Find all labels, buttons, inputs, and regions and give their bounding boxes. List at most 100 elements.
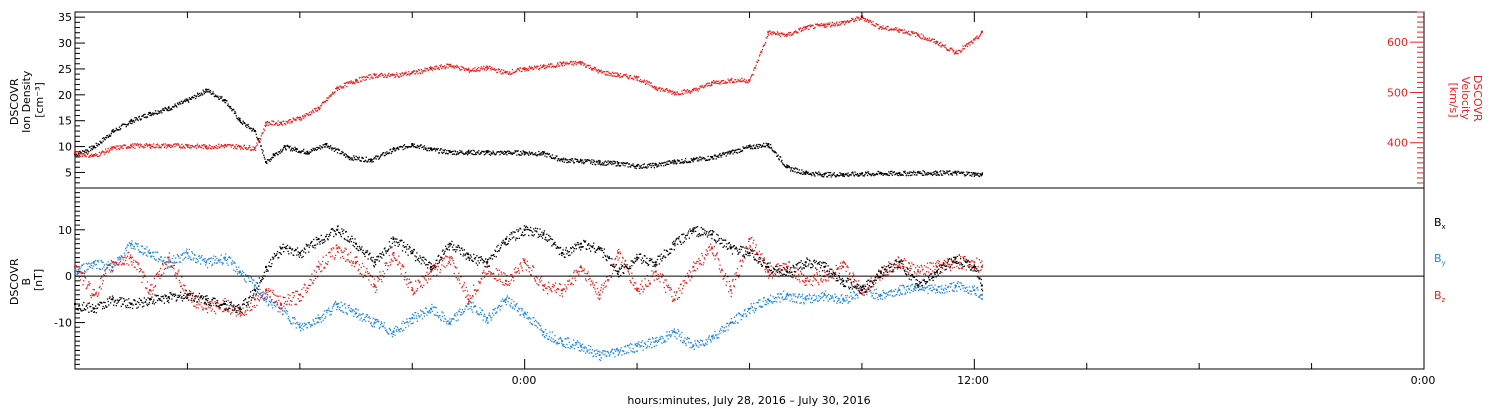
velocity-series-trace-dot bbox=[961, 48, 964, 50]
by-series-trace-dot bbox=[406, 318, 408, 320]
ion-density-series-trace-dot bbox=[453, 153, 456, 155]
by-series-trace-dot bbox=[781, 297, 783, 299]
bz-series-trace-dot bbox=[208, 306, 210, 308]
velocity-series-trace-dot bbox=[295, 119, 297, 121]
velocity-series-trace-dot bbox=[608, 72, 611, 75]
velocity-series-trace-dot bbox=[918, 35, 921, 38]
by-series-point bbox=[429, 307, 432, 310]
by-series-trace-dot bbox=[744, 313, 747, 315]
ion-density-series-trace-dot bbox=[768, 146, 771, 149]
velocity-series-trace-dot bbox=[821, 24, 824, 27]
by-series-trace-dot bbox=[496, 311, 498, 313]
velocity-series-trace-dot bbox=[580, 64, 582, 66]
by-series-trace-dot bbox=[516, 309, 519, 312]
ion-density-series-trace-dot bbox=[423, 145, 426, 147]
ion-density-series-trace-dot bbox=[462, 152, 464, 155]
by-series-trace-dot bbox=[844, 300, 846, 302]
by-series-trace-dot bbox=[454, 313, 456, 315]
by-series-trace-dot bbox=[823, 299, 825, 302]
velocity-series-trace-dot bbox=[951, 49, 954, 51]
bz-series-trace-dot bbox=[106, 266, 109, 269]
bz-series-trace-dot bbox=[94, 292, 97, 294]
by-series-trace-dot bbox=[843, 299, 846, 301]
by-series-trace-dot bbox=[456, 314, 459, 316]
by-series-trace-dot bbox=[608, 355, 611, 357]
velocity-series-trace-dot bbox=[979, 33, 982, 36]
ion-density-series-trace-dot bbox=[239, 117, 241, 120]
by-series-trace-dot bbox=[739, 314, 742, 316]
velocity-series-trace-dot bbox=[436, 66, 438, 68]
ion-density-series-trace-dot bbox=[690, 158, 692, 160]
by-series-trace-dot bbox=[755, 307, 757, 310]
velocity-series-trace-dot bbox=[489, 65, 491, 68]
velocity-series-trace-dot bbox=[763, 44, 766, 47]
velocity-series-trace-dot bbox=[126, 146, 129, 148]
by-series-trace-dot bbox=[179, 257, 181, 259]
velocity-series-trace-dot bbox=[724, 81, 727, 83]
ion-density-series-trace-dot bbox=[658, 165, 660, 167]
by-series-trace-dot bbox=[717, 333, 719, 336]
velocity-series-trace-dot bbox=[590, 68, 592, 70]
by-series-point bbox=[767, 298, 770, 301]
by-series-trace-dot bbox=[838, 298, 841, 300]
by-series-trace-dot bbox=[471, 311, 474, 313]
by-series-trace-dot bbox=[650, 341, 652, 343]
velocity-series-trace-dot bbox=[488, 67, 490, 69]
by-series-trace-dot bbox=[977, 289, 979, 291]
ion-density-series-trace-dot bbox=[255, 133, 257, 135]
by-series-point bbox=[355, 312, 358, 315]
ion-density-series-trace-dot bbox=[208, 88, 210, 91]
by-series-trace-dot bbox=[830, 297, 832, 299]
by-series-trace-dot bbox=[675, 332, 677, 334]
by-series-point bbox=[980, 293, 983, 296]
ion-density-series-trace-dot bbox=[963, 171, 965, 174]
ion-density-series-trace-dot bbox=[501, 152, 504, 154]
velocity-series-trace-dot bbox=[103, 153, 106, 155]
ion-density-series-trace-dot bbox=[671, 160, 674, 162]
by-series-trace-dot bbox=[322, 319, 324, 321]
by-series-trace-dot bbox=[904, 293, 906, 295]
velocity-series-trace-dot bbox=[144, 146, 146, 148]
ion-density-series-trace-dot bbox=[159, 112, 161, 114]
by-series-trace-dot bbox=[161, 262, 164, 264]
bz-series-trace-dot bbox=[154, 285, 157, 287]
by-series-trace-dot bbox=[243, 278, 246, 280]
by-series-trace-dot bbox=[257, 292, 259, 294]
ion-density-series-trace-dot bbox=[531, 151, 533, 154]
velocity-series-trace-dot bbox=[962, 45, 964, 47]
by-series-trace-dot bbox=[517, 310, 519, 313]
ion-density-series-trace-dot bbox=[422, 146, 424, 148]
velocity-series-trace-dot bbox=[523, 67, 525, 69]
by-series-trace-dot bbox=[268, 300, 271, 303]
by-series-trace-dot bbox=[942, 288, 944, 290]
velocity-series-trace-dot bbox=[635, 75, 637, 77]
velocity-series-trace-dot bbox=[303, 117, 305, 119]
bz-series-trace-dot bbox=[89, 282, 91, 285]
bz-series-trace-dot bbox=[251, 305, 254, 308]
ion-density-series-trace-dot bbox=[513, 152, 516, 154]
by-series-trace-dot bbox=[495, 311, 497, 314]
by-series-trace-dot bbox=[193, 257, 195, 259]
velocity-series-trace-dot bbox=[920, 33, 922, 35]
velocity-series-trace-dot bbox=[600, 69, 602, 71]
by-series-trace-dot bbox=[428, 312, 430, 314]
bz-series-trace-dot bbox=[164, 261, 166, 264]
velocity-series-trace-dot bbox=[843, 23, 846, 26]
by-series-trace-dot bbox=[408, 317, 411, 320]
ion-density-series-trace-dot bbox=[259, 141, 261, 143]
ion-density-series-trace-dot bbox=[434, 148, 436, 150]
velocity-series-trace-dot bbox=[941, 44, 944, 46]
velocity-series-trace-dot bbox=[420, 68, 422, 71]
ion-density-series-trace-dot bbox=[794, 167, 797, 169]
bz-series-trace-dot bbox=[82, 284, 84, 286]
by-series-trace-dot bbox=[321, 316, 323, 318]
ion-density-series-trace-dot bbox=[515, 150, 517, 152]
velocity-series-trace-dot bbox=[571, 61, 574, 63]
by-series-trace-dot bbox=[303, 322, 306, 324]
by-series-trace-dot bbox=[579, 350, 582, 352]
by-series-trace-dot bbox=[734, 320, 737, 322]
ion-density-series-trace-dot bbox=[590, 161, 592, 163]
bz-series-trace-dot bbox=[120, 264, 122, 266]
ion-density-series-trace-dot bbox=[728, 150, 731, 152]
velocity-series-trace-dot bbox=[877, 24, 879, 26]
